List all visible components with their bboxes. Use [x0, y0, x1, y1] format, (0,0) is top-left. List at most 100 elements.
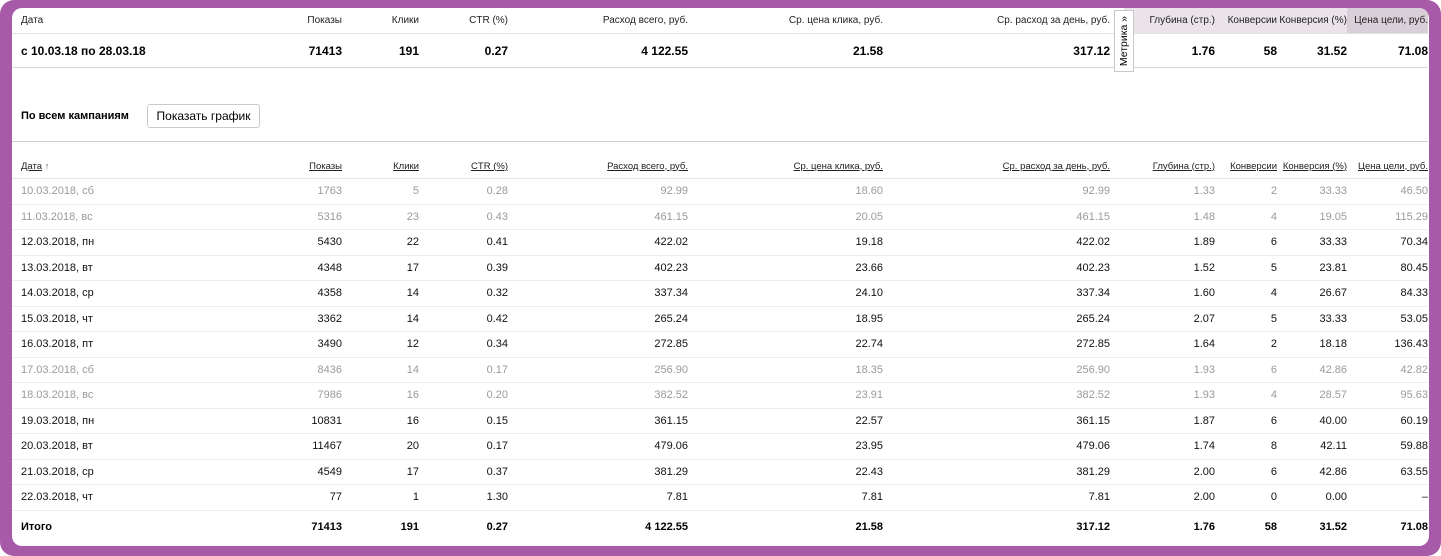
- metrika-toggle-tab[interactable]: Метрика »: [1114, 10, 1134, 72]
- cell-avg-cpc: 23.66: [688, 255, 883, 281]
- cell-spend: 337.34: [508, 280, 688, 307]
- cell-avg-cpc: 18.95: [688, 306, 883, 332]
- cell-conv-rate: 18.18: [1277, 331, 1347, 358]
- total-ctr: 0.27: [486, 520, 508, 533]
- cell-date: 22.03.2018, чт: [12, 484, 272, 511]
- cell-avg-cpc: 22.57: [688, 408, 883, 434]
- header-date[interactable]: Дата ↑: [12, 154, 272, 179]
- cell-ctr: 0.20: [419, 382, 508, 409]
- cell-avg-daily: 461.15: [883, 204, 1110, 230]
- row-spacer: [1110, 484, 1124, 511]
- cell-shows: 10831: [272, 408, 342, 434]
- header-goal-cost-label[interactable]: Цена цели, руб.: [1357, 160, 1428, 172]
- header-clicks-label[interactable]: Клики: [393, 160, 419, 172]
- cell-depth: 1.74: [1124, 433, 1215, 460]
- header-date-label[interactable]: Дата: [21, 160, 43, 172]
- cell-shows: 5316: [272, 204, 342, 230]
- cell-date: 12.03.2018, пн: [12, 229, 272, 256]
- cell-ctr: 0.17: [419, 433, 508, 460]
- summary-header-clicks: Клики: [342, 8, 419, 34]
- cell-clicks: 14: [342, 357, 419, 383]
- summary-header-avg-daily: Ср. расход за день, руб.: [883, 8, 1110, 34]
- header-avg-cpc[interactable]: Ср. цена клика, руб.: [688, 154, 883, 179]
- header-ctr[interactable]: CTR (%): [419, 154, 508, 179]
- cell-date: 20.03.2018, вт: [12, 433, 272, 460]
- row-spacer: [1110, 357, 1124, 383]
- total-spacer: [1110, 510, 1124, 543]
- cell-spend: 361.15: [508, 408, 688, 434]
- header-conv-rate-label[interactable]: Конверсия (%): [1282, 160, 1347, 172]
- table-row: 10.03.2018, сб 1763 5 0.28 92.99 18.60 92.99 1.…: [12, 178, 1428, 205]
- cell-goal-cost: 80.45: [1347, 255, 1428, 281]
- cell-depth: 1.60: [1124, 280, 1215, 307]
- cell-depth: 1.48: [1124, 204, 1215, 230]
- total-conv-rate: 31.52: [1319, 520, 1347, 533]
- cell-avg-daily: 381.29: [883, 459, 1110, 485]
- total-depth: 1.76: [1193, 520, 1215, 533]
- header-shows-label[interactable]: Показы: [309, 160, 342, 172]
- cell-shows: 5430: [272, 229, 342, 256]
- header-avg-cpc-label[interactable]: Ср. цена клика, руб.: [793, 160, 883, 172]
- cell-shows: 7986: [272, 382, 342, 409]
- row-spacer: [1110, 433, 1124, 460]
- cell-spend: 422.02: [508, 229, 688, 256]
- cell-shows: 3490: [272, 331, 342, 358]
- cell-clicks: 14: [342, 306, 419, 332]
- summary-avg-daily: 317.12: [883, 33, 1110, 68]
- daily-stats-table: Дата ↑ Показы Клики CTR (%) Расход всего…: [12, 154, 1428, 543]
- header-clicks[interactable]: Клики: [342, 154, 419, 179]
- cell-avg-daily: 382.52: [883, 382, 1110, 409]
- daily-header-row: Дата ↑ Показы Клики CTR (%) Расход всего…: [12, 154, 1428, 179]
- show-chart-button[interactable]: Показать график: [147, 104, 260, 128]
- table-row: 12.03.2018, пн 5430 22 0.41 422.02 19.18 422.0…: [12, 229, 1428, 256]
- total-shows: 71413: [311, 520, 342, 533]
- header-spend[interactable]: Расход всего, руб.: [508, 154, 688, 179]
- cell-depth: 2.00: [1124, 484, 1215, 511]
- cell-goal-cost: 136.43: [1347, 331, 1428, 358]
- cell-conv-rate: 33.33: [1277, 229, 1347, 256]
- header-conv[interactable]: Конверсии: [1215, 154, 1277, 179]
- cell-depth: 1.93: [1124, 382, 1215, 409]
- header-avg-daily-label[interactable]: Ср. расход за день, руб.: [1002, 160, 1110, 172]
- cell-shows: 3362: [272, 306, 342, 332]
- cell-depth: 2.00: [1124, 459, 1215, 485]
- cell-date: 14.03.2018, ср: [12, 280, 272, 307]
- cell-conv: 2: [1215, 178, 1277, 205]
- header-ctr-label[interactable]: CTR (%): [471, 160, 508, 172]
- header-spacer: [1110, 154, 1124, 179]
- cell-avg-cpc: 22.43: [688, 459, 883, 485]
- cell-conv-rate: 42.11: [1277, 433, 1347, 460]
- cell-avg-cpc: 20.05: [688, 204, 883, 230]
- header-depth-label[interactable]: Глубина (стр.): [1152, 160, 1215, 172]
- cell-conv: 6: [1215, 357, 1277, 383]
- cell-goal-cost: –: [1347, 484, 1428, 511]
- cell-clicks: 17: [342, 459, 419, 485]
- header-conv-label[interactable]: Конверсии: [1230, 160, 1277, 172]
- cell-conv: 4: [1215, 280, 1277, 307]
- cell-clicks: 12: [342, 331, 419, 358]
- header-spend-label[interactable]: Расход всего, руб.: [607, 160, 688, 172]
- cell-ctr: 0.34: [419, 331, 508, 358]
- header-conv-rate[interactable]: Конверсия (%): [1277, 154, 1347, 179]
- cell-conv: 2: [1215, 331, 1277, 358]
- cell-conv: 5: [1215, 306, 1277, 332]
- header-goal-cost[interactable]: Цена цели, руб.: [1347, 154, 1428, 179]
- cell-conv-rate: 23.81: [1277, 255, 1347, 281]
- summary-header-conv: Конверсии: [1215, 8, 1277, 34]
- cell-ctr: 1.30: [419, 484, 508, 511]
- total-row: Итого 71413 191 0.27 4 122.55 21.58 317.…: [12, 510, 1428, 543]
- cell-shows: 77: [272, 484, 342, 511]
- header-depth[interactable]: Глубина (стр.): [1124, 154, 1215, 179]
- header-avg-daily[interactable]: Ср. расход за день, руб.: [883, 154, 1110, 179]
- cell-ctr: 0.43: [419, 204, 508, 230]
- summary-header-conv-rate: Конверсия (%): [1277, 8, 1347, 34]
- cell-avg-cpc: 19.18: [688, 229, 883, 256]
- row-spacer: [1110, 331, 1124, 358]
- cell-clicks: 14: [342, 280, 419, 307]
- summary-ctr: 0.27: [419, 33, 508, 68]
- cell-avg-daily: 265.24: [883, 306, 1110, 332]
- cell-date: 15.03.2018, чт: [12, 306, 272, 332]
- table-row: 20.03.2018, вт 11467 20 0.17 479.06 23.95 479.…: [12, 433, 1428, 460]
- header-shows[interactable]: Показы: [272, 154, 342, 179]
- total-avg-daily: 317.12: [1076, 520, 1110, 533]
